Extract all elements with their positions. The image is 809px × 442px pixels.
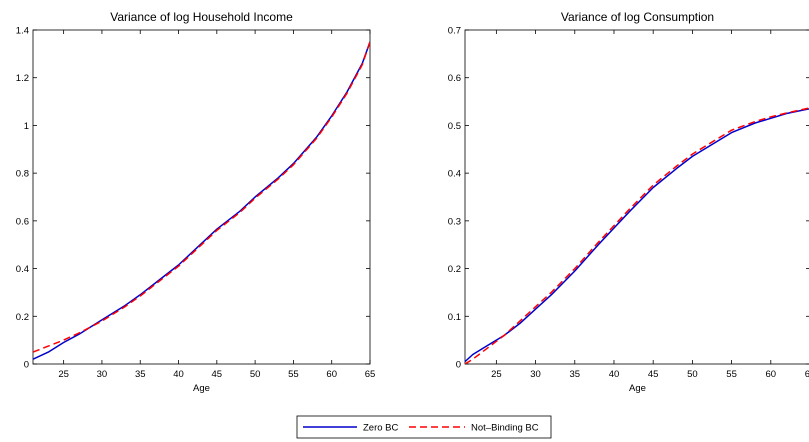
y-tick-label: 0.6 xyxy=(448,73,461,84)
y-tick-label: 0.6 xyxy=(16,216,29,227)
x-tick-label: 45 xyxy=(212,369,223,380)
chart-panel-1: Variance of log Household Income 0 0.2 0.4 0… xyxy=(16,10,376,394)
x-tick-label: 40 xyxy=(173,369,184,380)
x-tick-label: 35 xyxy=(569,369,580,380)
y-tick-label: 0.8 xyxy=(16,169,29,180)
y-tick-label: 0.2 xyxy=(448,264,461,275)
y-tick-label: 0.3 xyxy=(448,216,461,227)
x-tick-label: 25 xyxy=(491,369,502,380)
y-tick-label: 0.7 xyxy=(448,26,461,37)
y-tick-label: 0.1 xyxy=(448,312,461,323)
x-tick-label: 55 xyxy=(726,369,737,380)
x-tick-label: 55 xyxy=(288,369,299,380)
x-tick-label: 65 xyxy=(805,369,809,380)
chart-panel-2: Variance of log Consumption 0 0.1 0.2 0.3 0.4… xyxy=(448,10,809,394)
y-tick-label: 0 xyxy=(456,360,461,371)
x-tick-label: 50 xyxy=(250,369,261,380)
legend-label-zero-bc: Zero BC xyxy=(363,423,399,434)
series-line-not-binding-bc xyxy=(465,107,809,364)
chart-title: Variance of log Household Income xyxy=(110,10,293,24)
x-axis-label: Age xyxy=(193,383,210,394)
y-tick-label: 0.2 xyxy=(16,312,29,323)
chart-title: Variance of log Consumption xyxy=(561,10,714,24)
plot-frame xyxy=(32,29,371,365)
y-tick-label: 1.2 xyxy=(16,73,29,84)
x-tick-label: 25 xyxy=(58,369,69,380)
y-tick-label: 1 xyxy=(24,121,29,132)
x-tick-label: 40 xyxy=(609,369,620,380)
y-tick-label: 0.4 xyxy=(448,169,461,180)
x-axis-label: Age xyxy=(629,383,646,394)
y-tick-label: 0.5 xyxy=(448,121,461,132)
x-tick-label: 60 xyxy=(326,369,337,380)
series-line-zero-bc xyxy=(33,41,370,360)
plot-frame xyxy=(464,29,809,365)
x-tick-label: 60 xyxy=(766,369,777,380)
legend: Zero BC Not–Binding BC xyxy=(296,415,552,439)
x-tick-label: 35 xyxy=(135,369,146,380)
x-tick-label: 65 xyxy=(365,369,376,380)
series-line-zero-bc xyxy=(465,108,809,363)
y-tick-label: 0.4 xyxy=(16,264,29,275)
y-tick-label: 1.4 xyxy=(16,26,29,37)
series-line-not-binding-bc xyxy=(33,41,370,353)
x-tick-label: 45 xyxy=(648,369,659,380)
x-tick-label: 50 xyxy=(687,369,698,380)
x-tick-label: 30 xyxy=(97,369,108,380)
x-tick-label: 30 xyxy=(530,369,541,380)
y-tick-label: 0 xyxy=(24,360,29,371)
legend-label-not-binding-bc: Not–Binding BC xyxy=(471,423,539,434)
